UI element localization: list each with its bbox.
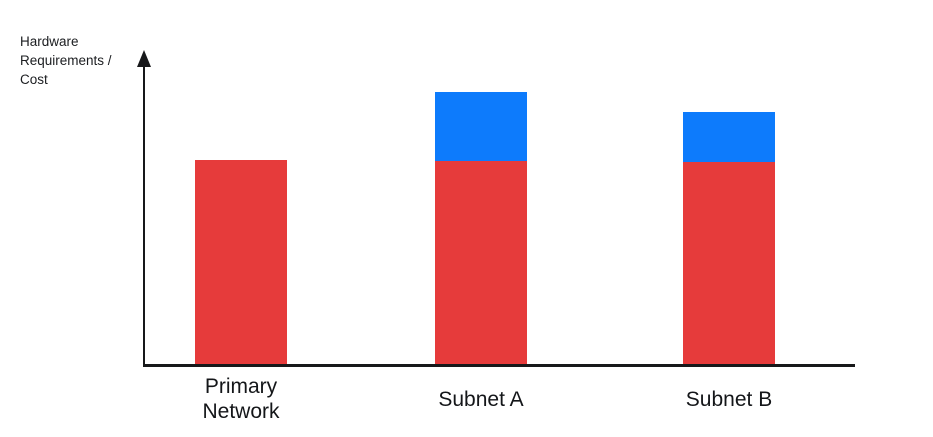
bar-segment-base-cost-red [683, 162, 775, 364]
y-axis-label: Hardware Requirements / Cost [20, 34, 112, 87]
category-label: Primary Network [202, 375, 280, 423]
y-axis-arrowhead-icon [137, 50, 151, 67]
y-axis-line [142, 62, 146, 367]
category-label: Subnet A [438, 387, 524, 411]
bar-segment-base-cost-red [435, 161, 527, 364]
category-label: Subnet B [685, 387, 773, 411]
bar-segment-additional-cost-blue [435, 91, 527, 162]
bar-segment-additional-cost-blue [683, 112, 775, 163]
x-axis-line [144, 364, 855, 367]
bar-segment-base-cost-red [195, 160, 287, 364]
